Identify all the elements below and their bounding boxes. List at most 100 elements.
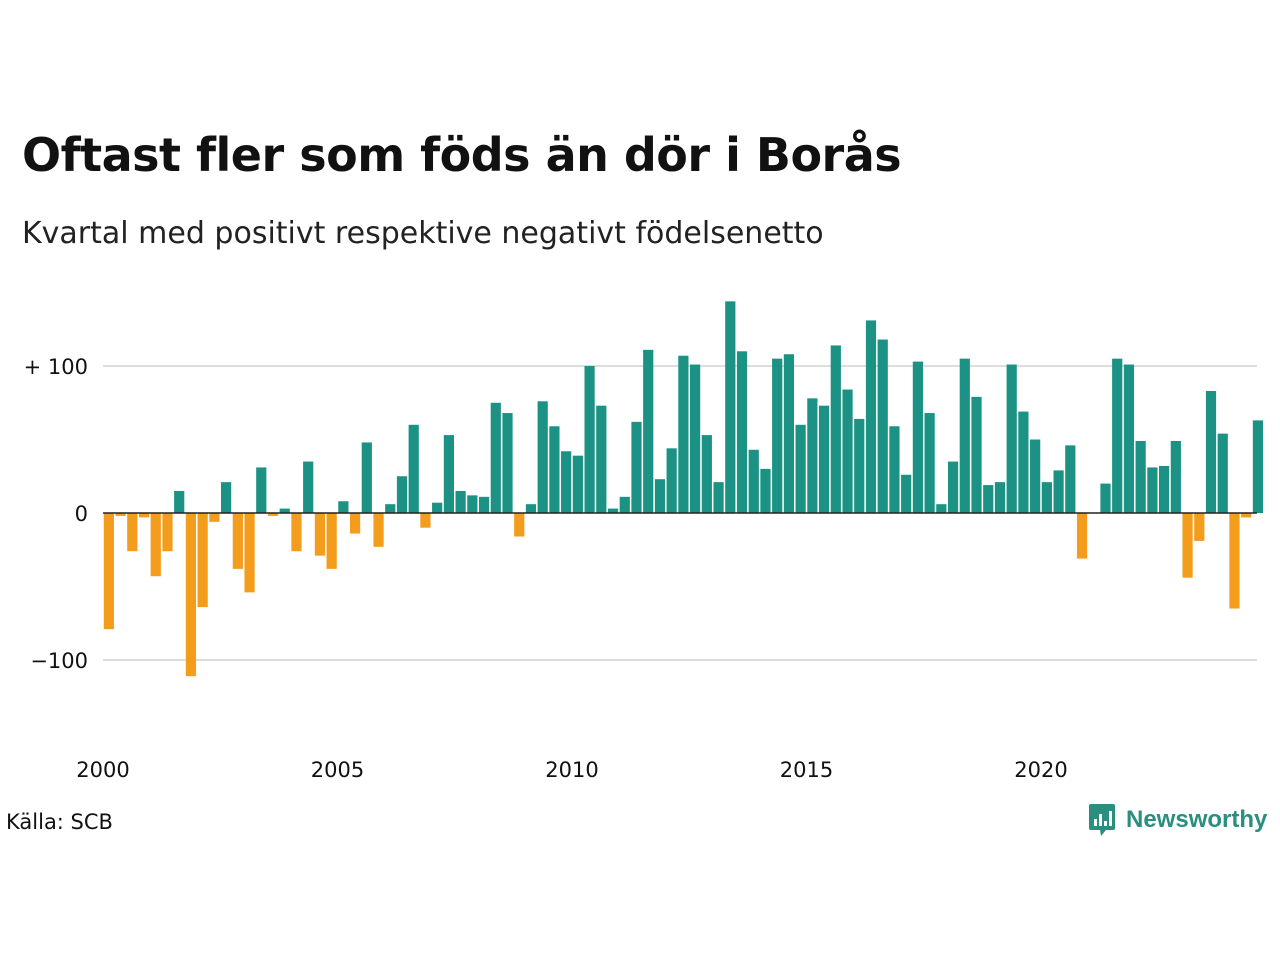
bar-negative <box>127 513 138 552</box>
bar-positive <box>654 479 666 513</box>
bar-positive <box>994 482 1006 513</box>
bar-positive <box>1053 470 1064 513</box>
bar-positive <box>1147 467 1158 513</box>
bar-negative <box>1229 513 1240 609</box>
chart-subtitle: Kvartal med positivt respektive negativt… <box>22 216 824 251</box>
x-tick-label: 2020 <box>1014 758 1067 782</box>
bar-negative <box>209 513 220 522</box>
bar-positive <box>1041 482 1052 513</box>
bar-positive <box>666 448 677 513</box>
bar-positive <box>549 426 560 513</box>
bar-negative <box>326 513 337 569</box>
bar-positive <box>279 508 290 513</box>
bar-negative <box>373 513 384 547</box>
bar-negative <box>1076 513 1088 559</box>
bar-positive <box>1159 465 1170 513</box>
bar-negative <box>1194 513 1205 541</box>
x-tick-label: 2005 <box>311 758 364 782</box>
bar-positive <box>455 490 466 513</box>
bar-positive <box>783 354 795 513</box>
bar-positive <box>1170 440 1181 513</box>
bar-positive <box>971 396 982 513</box>
bar-negative <box>197 513 208 608</box>
bar-negative <box>185 513 197 677</box>
bar-negative <box>514 513 525 537</box>
bar-negative <box>1182 513 1193 578</box>
bar-positive <box>1205 390 1217 513</box>
bar-positive <box>701 435 712 513</box>
bar-positive <box>443 435 454 513</box>
bar-positive <box>303 461 314 513</box>
bar-positive <box>1217 433 1228 513</box>
bar-positive <box>1100 483 1111 513</box>
bar-positive <box>607 508 619 513</box>
bar-positive <box>467 495 478 513</box>
bar-positive <box>889 426 900 513</box>
bar-positive <box>760 468 771 513</box>
bar-positive <box>772 358 783 513</box>
bar-positive <box>1112 358 1123 513</box>
bar-positive <box>1006 364 1017 513</box>
bar-positive <box>1065 445 1076 513</box>
bar-positive <box>396 476 408 513</box>
bar-negative <box>244 513 255 593</box>
bar-positive <box>1252 420 1264 513</box>
bar-positive <box>432 502 443 513</box>
bar-negative <box>1241 513 1252 518</box>
bar-positive <box>865 320 877 513</box>
bar-positive <box>690 364 701 513</box>
bar-chart: + 100 0 −100 2000 2005 2010 2015 2020 <box>24 301 1264 782</box>
bar-negative <box>150 513 161 577</box>
bar-positive <box>830 345 841 513</box>
x-axis-ticks: 2000 2005 2010 2015 2020 <box>76 758 1067 782</box>
chart-title: Oftast fler som föds än dör i Borås <box>22 128 902 182</box>
bar-positive <box>912 361 923 513</box>
bar-positive <box>596 405 607 513</box>
bar-positive <box>572 455 583 513</box>
newsworthy-logo-icon <box>1089 804 1115 836</box>
bar-positive <box>678 355 689 513</box>
bar-positive <box>631 421 642 513</box>
bar-positive <box>338 501 349 513</box>
y-axis-ticks: + 100 0 −100 <box>24 355 88 673</box>
bar-negative <box>103 513 114 630</box>
bar-positive <box>818 405 830 513</box>
bar-positive <box>478 496 490 513</box>
bar-positive <box>643 349 654 513</box>
bar-positive <box>619 496 630 513</box>
bar-negative <box>138 513 150 518</box>
bar-positive <box>221 482 232 513</box>
bar-negative <box>232 513 243 569</box>
bar-negative <box>314 513 326 556</box>
bar-positive <box>947 461 959 513</box>
bar-negative <box>291 513 302 552</box>
x-tick-label: 2010 <box>545 758 598 782</box>
bar-positive <box>502 413 513 513</box>
x-tick-label: 2015 <box>780 758 833 782</box>
bar-positive <box>1030 439 1041 513</box>
bar-positive <box>525 504 537 513</box>
bar-negative <box>115 513 126 516</box>
y-tick-label: 0 <box>75 502 88 526</box>
bar-positive <box>901 474 912 513</box>
bar-positive <box>1135 440 1146 513</box>
bar-negative <box>349 513 361 534</box>
bar-positive <box>361 442 372 513</box>
brand-logo[interactable]: Newsworthy <box>1088 802 1267 838</box>
bar-positive <box>408 424 419 513</box>
bar-positive <box>490 402 501 513</box>
bar-positive <box>807 398 818 513</box>
source-note: Källa: SCB <box>6 810 113 834</box>
bar-positive <box>736 351 748 513</box>
bar-positive <box>713 482 724 513</box>
bar-positive <box>854 418 865 513</box>
bar-positive <box>256 467 267 513</box>
bar-positive <box>936 504 947 513</box>
x-tick-label: 2000 <box>76 758 129 782</box>
y-tick-label: −100 <box>30 649 88 673</box>
bar-positive <box>725 301 736 513</box>
bar-positive <box>385 504 396 513</box>
bar-positive <box>983 485 994 513</box>
bar-positive <box>1018 411 1029 513</box>
bar-positive <box>561 451 572 513</box>
